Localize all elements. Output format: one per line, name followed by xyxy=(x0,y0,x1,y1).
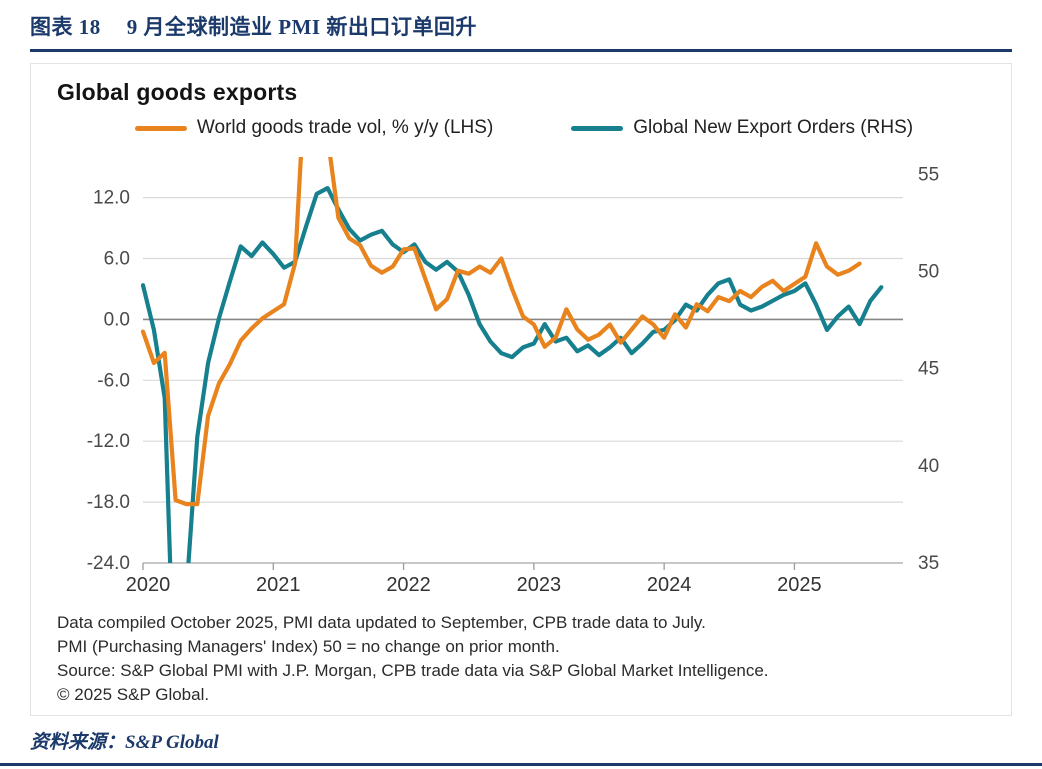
chart-canvas: 12.0 6.0 0.0 -6.0 -12.0 -18.0 -24.0 55 50 45 40 35 2… xyxy=(87,157,939,596)
chart-footnotes: Data compiled October 2025, PMI data upd… xyxy=(57,611,991,707)
chart-legend: World goods trade vol, % y/y (LHS) Globa… xyxy=(57,117,991,139)
footnote-line: PMI (Purchasing Managers' Index) 50 = no… xyxy=(57,637,560,656)
svg-text:2020: 2020 xyxy=(126,574,171,596)
footnote-line: © 2025 S&P Global. xyxy=(57,685,210,704)
chart-card: Global goods exports World goods trade v… xyxy=(30,63,1012,716)
orange-line-swatch-icon xyxy=(134,125,187,131)
svg-text:40: 40 xyxy=(918,456,939,477)
legend-label-trade-volume: World goods trade vol, % y/y (LHS) xyxy=(196,117,494,138)
legend-item-trade-volume: World goods trade vol, % y/y (LHS) xyxy=(134,117,494,139)
figure-title: 9 月全球制造业 PMI 新出口订单回升 xyxy=(126,15,477,39)
svg-text:2025: 2025 xyxy=(777,574,822,596)
svg-text:0.0: 0.0 xyxy=(104,309,130,330)
svg-text:50: 50 xyxy=(918,262,939,283)
svg-text:55: 55 xyxy=(918,164,939,185)
chart-title: Global goods exports xyxy=(57,79,298,105)
bottom-rule xyxy=(0,763,1042,766)
figure-caption: 图表 18 9 月全球制造业 PMI 新出口订单回升 xyxy=(30,11,1012,41)
legend-item-export-orders: Global New Export Orders (RHS) xyxy=(571,117,913,139)
figure-number: 图表 18 xyxy=(30,15,101,39)
header-rule xyxy=(30,49,1012,52)
svg-text:45: 45 xyxy=(918,359,939,380)
report-header: 图表 18 9 月全球制造业 PMI 新出口订单回升 xyxy=(0,0,1042,41)
source-row: 资料来源：S&P Global xyxy=(30,727,1012,754)
svg-text:12.0: 12.0 xyxy=(93,188,130,209)
svg-text:2023: 2023 xyxy=(517,574,562,596)
svg-text:6.0: 6.0 xyxy=(104,249,130,270)
svg-text:2022: 2022 xyxy=(386,574,431,596)
footnote-line: Source: S&P Global PMI with J.P. Morgan,… xyxy=(57,661,769,680)
svg-text:2021: 2021 xyxy=(256,574,301,596)
source-value: S&P Global xyxy=(125,732,219,753)
svg-text:-6.0: -6.0 xyxy=(97,370,130,391)
footnote-line: Data compiled October 2025, PMI data upd… xyxy=(57,613,706,632)
svg-text:-18.0: -18.0 xyxy=(87,492,130,513)
source-label: 资料来源： xyxy=(30,732,126,753)
svg-text:35: 35 xyxy=(918,553,939,574)
teal-line-swatch-icon xyxy=(571,125,624,131)
legend-label-export-orders: Global New Export Orders (RHS) xyxy=(633,117,914,138)
svg-text:-24.0: -24.0 xyxy=(87,553,130,574)
svg-text:-12.0: -12.0 xyxy=(87,431,130,452)
svg-text:2024: 2024 xyxy=(647,574,692,596)
